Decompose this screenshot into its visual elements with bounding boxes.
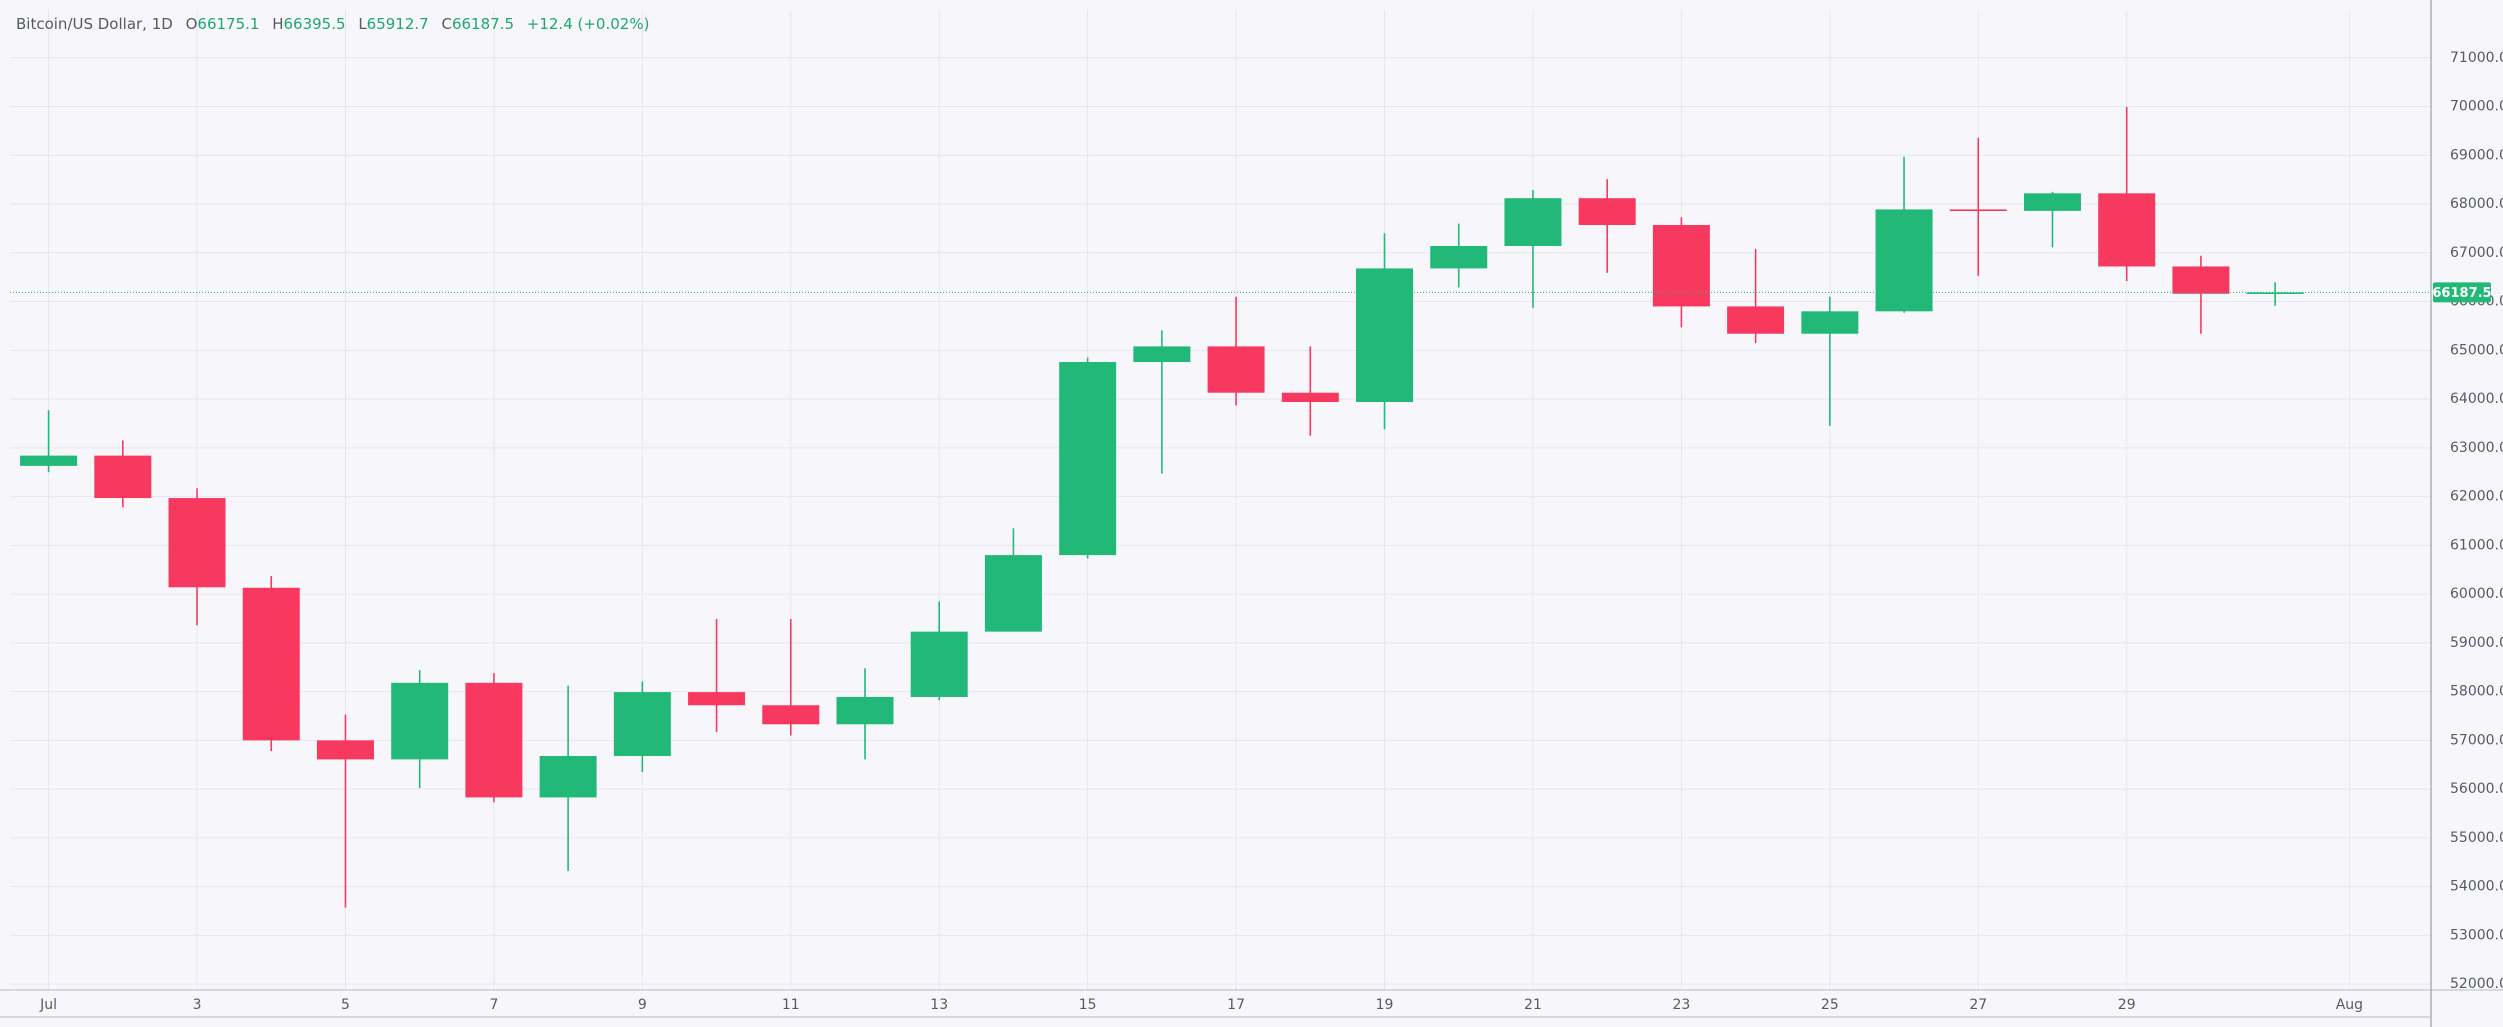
y-tick-label: 69000.0 <box>2450 147 2503 163</box>
candle-body <box>836 696 894 725</box>
candle-body <box>688 692 746 706</box>
candle-body <box>1578 198 1636 226</box>
candle-body <box>2172 266 2230 294</box>
candle-body <box>539 755 597 798</box>
candle-body <box>1356 268 1414 402</box>
y-tick-label: 56000.0 <box>2450 781 2503 797</box>
x-tick-label: 19 <box>1376 997 1394 1013</box>
candle-body <box>1281 392 1339 402</box>
y-tick-label: 70000.0 <box>2450 99 2503 115</box>
candle-body <box>2098 193 2156 267</box>
x-tick-label: 13 <box>930 997 948 1013</box>
symbol-title: Bitcoin/US Dollar, 1D <box>16 15 173 33</box>
candle-body <box>94 455 152 499</box>
y-tick-label: 57000.0 <box>2450 732 2503 748</box>
y-tick-label: 67000.0 <box>2450 245 2503 261</box>
y-tick-label: 53000.0 <box>2450 927 2503 943</box>
change: +12.4 (+0.02%) <box>527 15 650 33</box>
y-tick-label: 54000.0 <box>2450 879 2503 895</box>
ohlc-value: 66395.5 <box>284 15 346 33</box>
candle-body <box>242 587 300 741</box>
x-tick-label: 23 <box>1672 997 1690 1013</box>
x-tick-label: 3 <box>193 997 202 1013</box>
candle-body <box>391 682 449 760</box>
y-tick-label: 55000.0 <box>2450 830 2503 846</box>
ohlc-label: O <box>186 15 198 33</box>
ohlc-value: 66187.5 <box>452 15 514 33</box>
x-tick-label: 17 <box>1227 997 1245 1013</box>
candle-body <box>20 455 78 466</box>
y-tick-label: 71000.0 <box>2450 50 2503 66</box>
x-tick-label: 29 <box>2118 997 2136 1013</box>
x-tick-label: 5 <box>341 997 350 1013</box>
y-tick-label: 61000.0 <box>2450 537 2503 553</box>
candle-body <box>1949 209 2007 212</box>
x-tick-label: 25 <box>1821 997 1839 1013</box>
x-tick-label: 11 <box>782 997 800 1013</box>
y-tick-label: 60000.0 <box>2450 586 2503 602</box>
candle-body <box>910 631 968 697</box>
candle-body <box>984 555 1042 632</box>
candle-body <box>1727 306 1785 334</box>
x-tick-label: 9 <box>638 997 647 1013</box>
x-tick-label: 7 <box>489 997 498 1013</box>
candle-body <box>762 705 820 725</box>
candle-body <box>2023 193 2081 211</box>
x-tick-label: Jul <box>39 997 57 1013</box>
candle-body <box>613 692 671 756</box>
candle-body <box>1133 346 1191 363</box>
candle-body <box>1059 362 1117 556</box>
candle-body <box>316 740 374 760</box>
y-tick-label: 58000.0 <box>2450 684 2503 700</box>
y-tick-label: 63000.0 <box>2450 440 2503 456</box>
candle-body <box>2246 292 2304 295</box>
header: Bitcoin/US Dollar, 1D O66175.1 H66395.5 … <box>16 15 649 33</box>
candle-body <box>1875 209 1933 312</box>
candle-body <box>1652 225 1710 307</box>
y-tick-label: 59000.0 <box>2450 635 2503 651</box>
ohlc-label: H <box>272 15 283 33</box>
x-tick-label: 27 <box>1969 997 1987 1013</box>
candle-body <box>1207 346 1265 393</box>
ohlc-label: L <box>358 15 367 33</box>
last-price-tag <box>2433 282 2491 303</box>
y-tick-label: 65000.0 <box>2450 342 2503 358</box>
y-tick-label: 68000.0 <box>2450 196 2503 212</box>
ohlc-value: 65912.7 <box>367 15 429 33</box>
candle-body <box>1801 311 1859 334</box>
ohlc-value: 66175.1 <box>197 15 259 33</box>
y-tick-label: 52000.0 <box>2450 976 2503 992</box>
x-tick-label: 21 <box>1524 997 1542 1013</box>
x-tick-label: Aug <box>2336 997 2363 1013</box>
y-tick-label: 64000.0 <box>2450 391 2503 407</box>
candle-body <box>1504 198 1562 246</box>
ohlc-label: C <box>441 15 451 33</box>
last-price-label: 66187.5 <box>2432 286 2491 301</box>
x-tick-label: 15 <box>1079 997 1097 1013</box>
candle-body <box>465 682 523 798</box>
candle-body <box>168 498 226 588</box>
candle-body <box>1430 245 1488 269</box>
y-tick-label: 62000.0 <box>2450 489 2503 505</box>
